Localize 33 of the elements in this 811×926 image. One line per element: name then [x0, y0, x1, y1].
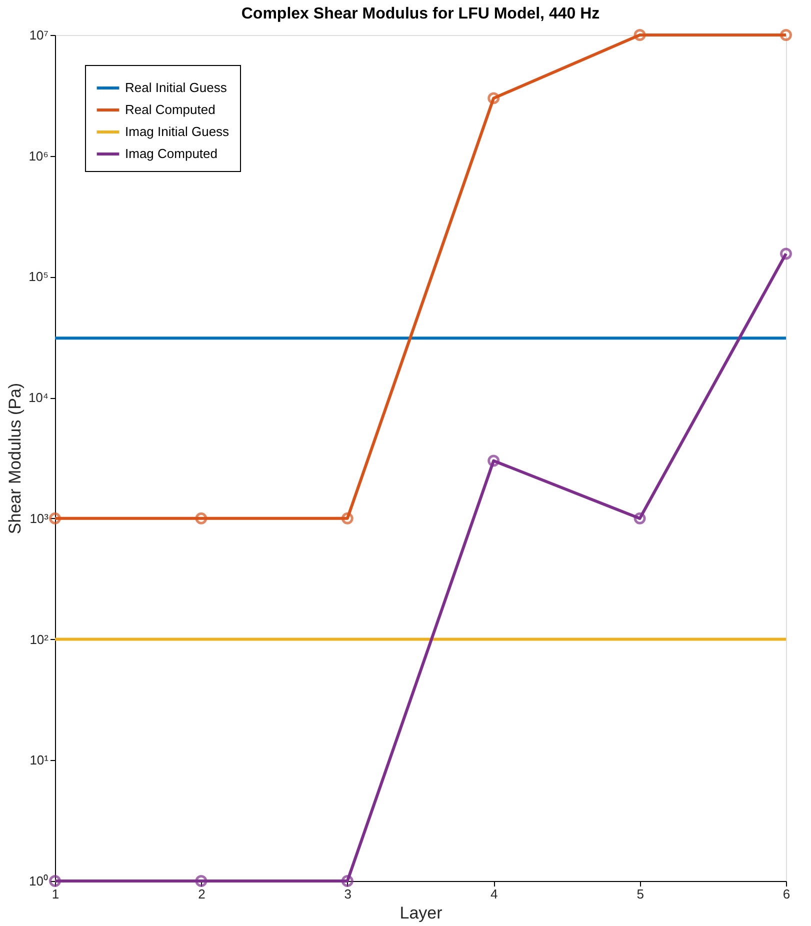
point — [195, 512, 208, 524]
point — [634, 29, 646, 41]
legend-label: Imag Initial Guess — [125, 124, 230, 139]
point — [49, 512, 61, 524]
y-tick-label: 10⁰ — [29, 874, 48, 888]
y-tick-label: 10⁷ — [29, 28, 49, 42]
legend-label: Imag Computed — [125, 146, 218, 161]
legend-label: Real Computed — [125, 102, 216, 117]
chart-title: Complex Shear Modulus for LFU Model, 440 Hz — [241, 5, 600, 22]
point — [341, 512, 354, 524]
point — [780, 29, 792, 41]
legend-label: Real Initial Guess — [125, 80, 228, 95]
y-axis-title: Shear Modulus (Pa) — [5, 382, 24, 534]
point — [341, 875, 354, 887]
x-tick-label: 5 — [636, 886, 644, 902]
x-tick-label: 4 — [490, 886, 498, 902]
x-axis-title: Layer — [400, 904, 443, 922]
point — [49, 875, 61, 887]
point — [780, 248, 792, 260]
point — [634, 512, 646, 524]
x-tick-label: 6 — [782, 886, 790, 902]
y-tick-label: 10⁵ — [28, 269, 48, 284]
x-tick-label: 2 — [198, 886, 206, 902]
x-tick-label: 3 — [344, 886, 352, 902]
y-tick-label: 10² — [30, 632, 50, 647]
point — [488, 454, 500, 467]
y-tick-label: 10⁶ — [28, 148, 48, 164]
point — [488, 92, 500, 104]
y-tick-label: 10³ — [30, 510, 50, 526]
point — [195, 875, 208, 887]
y-tick-label: 10¹ — [30, 752, 50, 768]
x-tick-label: 1 — [52, 886, 60, 902]
y-tick-label: 10⁴ — [28, 390, 48, 406]
